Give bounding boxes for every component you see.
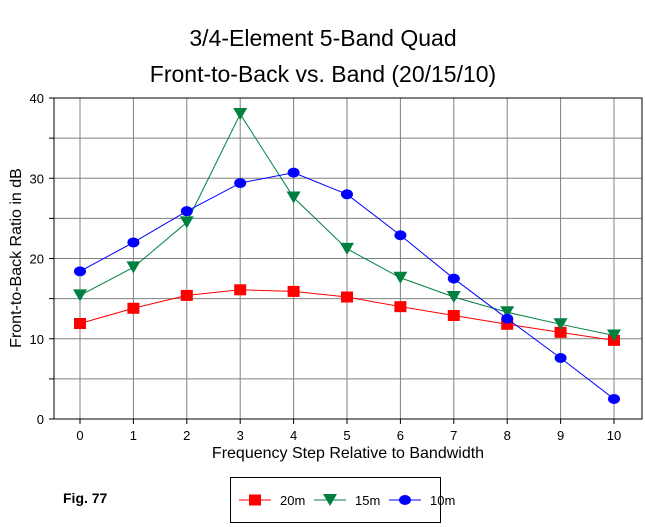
x-tick-label: 4 [290, 428, 297, 443]
data-point-20m [287, 285, 300, 297]
data-point-15m [500, 306, 515, 319]
data-point-20m [501, 318, 514, 330]
data-point-20m [180, 289, 193, 301]
x-tick-label: 6 [397, 428, 404, 443]
x-tick-label: 5 [343, 428, 350, 443]
data-point-15m [286, 191, 301, 204]
data-point-15m [233, 108, 248, 121]
chart-title: 3/4-Element 5-Band Quad [189, 25, 456, 51]
y-tick-label: 0 [37, 412, 44, 427]
figure-caption: Fig. 77 [63, 490, 108, 506]
data-point-10m [234, 178, 247, 189]
data-point-20m [341, 291, 353, 303]
x-tick-label: 2 [183, 428, 190, 443]
data-point-15m [340, 242, 354, 255]
data-point-10m [287, 167, 300, 178]
x-tick-label: 0 [76, 428, 83, 443]
data-point-15m [607, 329, 621, 342]
tick-labels: 0 10 20 30 40 0 1 2 3 4 5 6 7 8 9 10 [30, 91, 622, 443]
x-tick-label: 7 [450, 428, 457, 443]
x-axis-label: Frequency Step Relative to Bandwidth [212, 445, 484, 462]
data-point-15m [446, 291, 461, 304]
series-group [73, 108, 621, 404]
series-10m [74, 167, 620, 404]
data-point-10m [554, 353, 567, 364]
y-tick-label: 10 [30, 332, 44, 347]
data-point-20m [554, 326, 567, 338]
data-point-10m [447, 273, 460, 284]
data-point-15m [73, 289, 87, 302]
legend-label-15m: 15m [355, 493, 380, 508]
legend-marker-20m [249, 494, 261, 506]
data-point-10m [180, 206, 193, 217]
y-tick-label: 40 [30, 91, 44, 106]
legend-marker-15m [323, 494, 337, 506]
y-axis-label: Front-to-Back Ratio in dB [8, 168, 25, 348]
data-point-10m [341, 189, 353, 200]
legend: 20m 15m 10m [239, 493, 455, 508]
data-point-20m [394, 301, 407, 313]
data-point-15m [393, 271, 408, 284]
x-tick-label: 8 [504, 428, 511, 443]
grid [49, 97, 642, 424]
data-point-15m [126, 261, 141, 274]
data-point-10m [608, 393, 620, 404]
data-point-20m [127, 302, 140, 314]
chart-subtitle: Front-to-Back vs. Band (20/15/10) [150, 61, 496, 87]
legend-marker-10m [399, 495, 411, 505]
y-tick-label: 20 [30, 252, 44, 267]
series-15m [73, 108, 621, 342]
x-tick-label: 10 [607, 428, 621, 443]
data-point-15m [179, 216, 194, 229]
data-point-20m [447, 309, 460, 321]
y-tick-label: 30 [30, 171, 44, 186]
legend-label-20m: 20m [280, 493, 305, 508]
x-tick-label: 1 [130, 428, 137, 443]
x-tick-label: 3 [237, 428, 244, 443]
data-point-10m [501, 313, 514, 324]
data-point-10m [74, 266, 86, 277]
data-point-10m [127, 237, 140, 248]
plot-frame [53, 97, 643, 420]
data-point-20m [74, 318, 86, 330]
data-point-10m [394, 230, 407, 241]
x-tick-label: 9 [557, 428, 564, 443]
legend-label-10m: 10m [430, 493, 455, 508]
data-point-20m [234, 284, 247, 296]
data-point-15m [553, 318, 568, 331]
